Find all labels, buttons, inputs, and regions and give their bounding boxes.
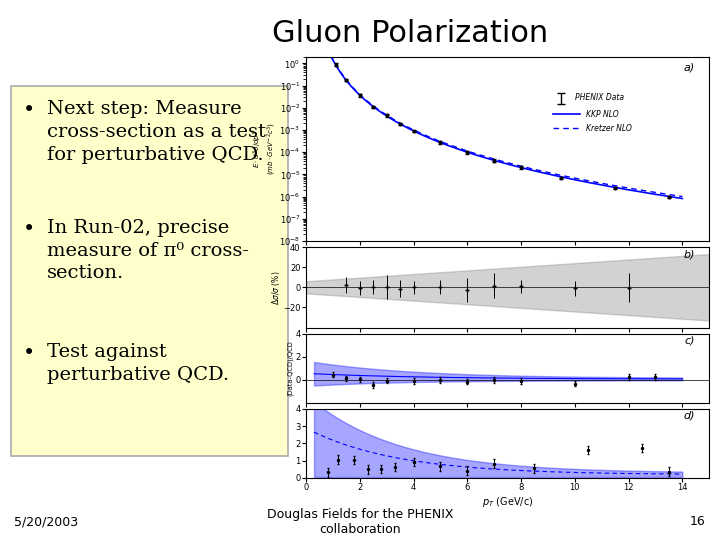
Text: 16: 16 bbox=[690, 515, 706, 528]
Text: b): b) bbox=[683, 249, 695, 259]
Text: 5/20/2003: 5/20/2003 bbox=[14, 515, 78, 528]
Text: c): c) bbox=[685, 336, 695, 346]
Text: In Run-02, precise
measure of π⁰ cross-
section.: In Run-02, precise measure of π⁰ cross- … bbox=[47, 219, 249, 282]
Text: Test against
perturbative QCD.: Test against perturbative QCD. bbox=[47, 343, 229, 384]
Y-axis label: $E\cdot d^3\sigma/dp^3$
$(mb\cdot GeV^{-2}c^3)$: $E\cdot d^3\sigma/dp^3$ $(mb\cdot GeV^{-… bbox=[252, 123, 278, 176]
Text: Douglas Fields for the PHENIX
collaboration: Douglas Fields for the PHENIX collaborat… bbox=[266, 508, 454, 536]
Y-axis label: $\Delta\sigma/\sigma$ (%): $\Delta\sigma/\sigma$ (%) bbox=[269, 270, 282, 305]
Text: PHENIX Data: PHENIX Data bbox=[575, 93, 624, 102]
Text: •: • bbox=[23, 100, 35, 120]
Text: Next step: Measure
cross-section as a test
for perturbative QCD.: Next step: Measure cross-section as a te… bbox=[47, 100, 266, 164]
Text: d): d) bbox=[683, 411, 695, 421]
Text: KKP NLO: KKP NLO bbox=[585, 110, 618, 119]
Text: Gluon Polarization: Gluon Polarization bbox=[272, 19, 549, 48]
FancyBboxPatch shape bbox=[11, 86, 288, 456]
Text: a): a) bbox=[684, 62, 695, 72]
Text: •: • bbox=[23, 219, 35, 239]
X-axis label: $p_T$ (GeV/c): $p_T$ (GeV/c) bbox=[482, 495, 534, 509]
Text: •: • bbox=[23, 343, 35, 363]
Y-axis label: (Data-QCD)/QCD: (Data-QCD)/QCD bbox=[287, 340, 294, 396]
Text: Kretzer NLO: Kretzer NLO bbox=[585, 124, 631, 133]
